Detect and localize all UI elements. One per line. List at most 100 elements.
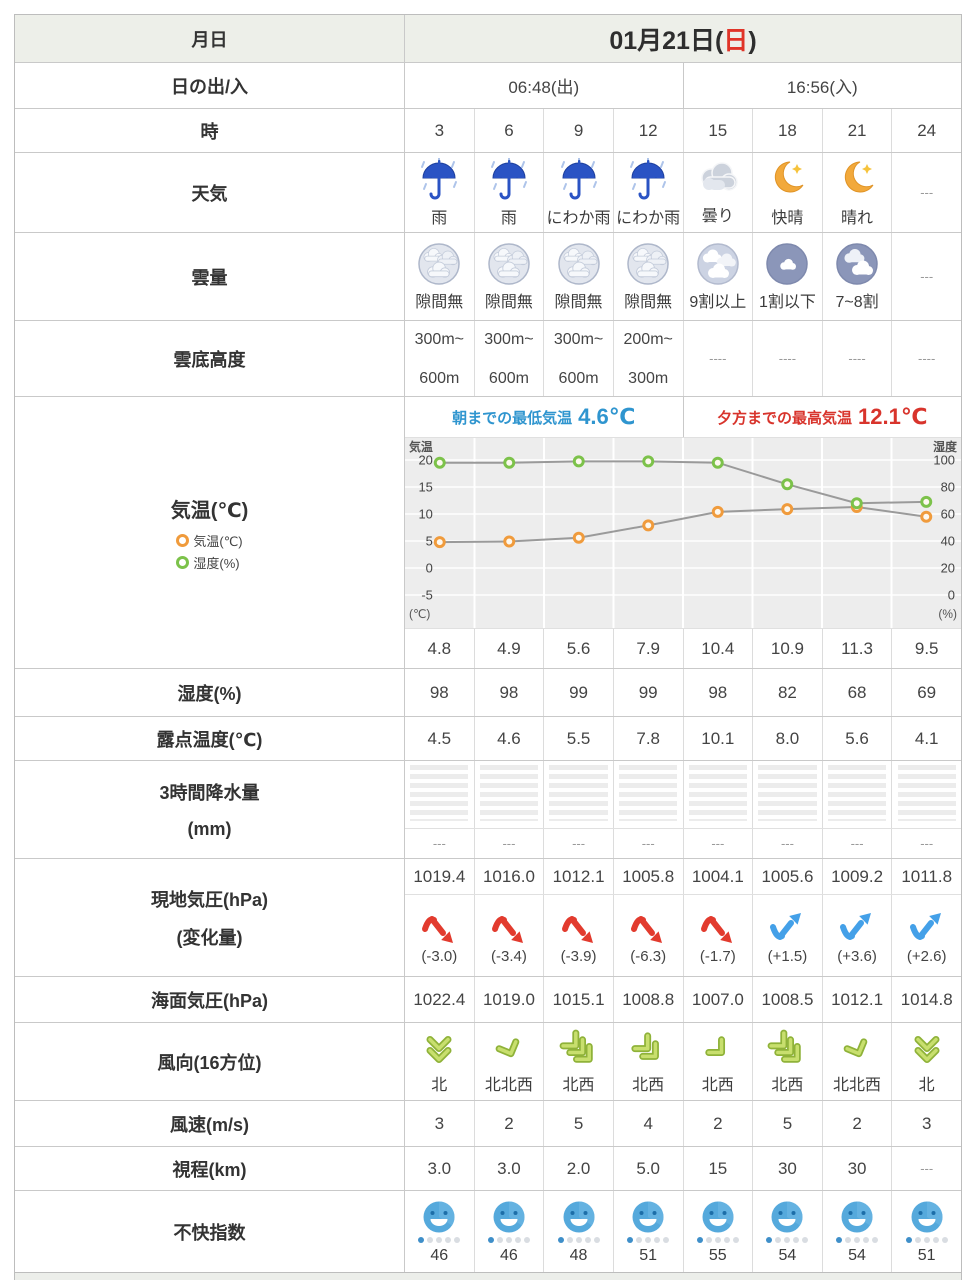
- row-wind-speed-value: 4: [643, 1113, 653, 1133]
- min-temp-label: 朝までの最低気温: [452, 409, 573, 427]
- cloud-base-from: 300m~: [484, 330, 534, 348]
- cloud-base-to: 600m: [419, 369, 460, 387]
- empty-bar-placeholder: [827, 765, 887, 821]
- cloud-cover-1-icon: [765, 242, 809, 286]
- pressure-down-icon: [696, 907, 740, 947]
- precipitation-value: ---: [432, 836, 446, 851]
- cloud-cover-78-icon: [835, 242, 879, 286]
- station-pressure-value-cell: 1019.4: [405, 859, 474, 894]
- discomfort-dot: [593, 1236, 600, 1243]
- wind-direction-text: 北北西: [484, 1076, 533, 1094]
- row-sea-level-pressure-label-text: 海面気圧(hPa): [151, 990, 268, 1011]
- row-weather-empty: ---: [920, 185, 934, 200]
- row-hour-value: 9: [573, 120, 584, 140]
- sunrise-area: 06:48(出) 16:56(入): [405, 63, 961, 108]
- row-dew-point-label-text: 露点温度(℃): [156, 729, 263, 750]
- row-dew-point: 露点温度(℃) 4.5 4.6 5.5 7.8 10.1 8.0 5.6 4.1: [15, 716, 961, 760]
- svg-text:-5: -5: [421, 587, 433, 602]
- wind-arrow-icon: [489, 1029, 529, 1069]
- row-sea-level-pressure-value: 1022.4: [413, 989, 466, 1009]
- cloud-base-empty: ----: [848, 351, 866, 366]
- row-hour-label: 時: [15, 109, 405, 152]
- row-visibility-cell: ---: [891, 1147, 961, 1190]
- row-humidity-cell: 82: [752, 669, 822, 716]
- pressure-down-icon: [417, 907, 461, 947]
- pressure-trend-cell: (-3.9): [543, 895, 613, 976]
- pressure-trend-cell: (-1.7): [682, 895, 753, 976]
- row-hour-value: 12: [638, 120, 658, 140]
- row-wind-speed-value: 2: [852, 1113, 862, 1133]
- precipitation-bar-cell: [612, 761, 683, 828]
- cloud-base-from: 300m~: [414, 330, 464, 348]
- wind-direction-text: 北西: [632, 1076, 665, 1094]
- row-sea-level-pressure-cell: 1008.5: [752, 977, 822, 1022]
- row-sea-level-pressure-cell: 1014.8: [891, 977, 961, 1022]
- sunrise-label: 日の出/入: [15, 63, 405, 108]
- discomfort-scale-dots: [627, 1236, 670, 1243]
- wind-direction-cell: 北北西: [821, 1023, 892, 1100]
- precipitation-unit: (mm): [187, 819, 232, 839]
- row-visibility-value: ---: [920, 1161, 934, 1176]
- row-visibility-label-text: 視程(km): [172, 1159, 247, 1180]
- row-wind-speed-cell: 2: [473, 1101, 544, 1146]
- discomfort-dot: [496, 1236, 503, 1243]
- row-wind-speed-value: 2: [713, 1113, 723, 1133]
- pressure-trend-cell: (+1.5): [752, 895, 822, 976]
- row-wind-speed-value: 5: [782, 1113, 793, 1133]
- discomfort-dot: [923, 1236, 930, 1243]
- cloud-base-range: 300m~ 600m: [554, 324, 603, 394]
- row-weather-cell: 曇り: [682, 153, 753, 232]
- discomfort-scale-dots: [487, 1236, 530, 1243]
- pressure-trend-cell: (-6.3): [612, 895, 683, 976]
- temperature-value-cell: 10.4: [682, 629, 753, 668]
- temperature-value: 10.4: [701, 638, 735, 658]
- pressure-change-value: (-6.3): [630, 947, 667, 965]
- row-sea-level-pressure-values: 1022.4 1019.0 1015.1 1008.8 1007.0 1008.5 1012…: [405, 977, 961, 1022]
- row-sea-level-pressure: 海面気圧(hPa) 1022.4 1019.0 1015.1 1008.8 1007.0 1…: [15, 976, 961, 1022]
- discomfort-value: 54: [848, 1246, 866, 1264]
- row-visibility-cell: 30: [752, 1147, 822, 1190]
- clear-moon-icon: [766, 158, 808, 202]
- row-hour-cell: 15: [682, 109, 753, 152]
- row-wind-speed: 風速(m/s) 3 2 5 4 2 5 2 3: [15, 1100, 961, 1146]
- precipitation-bar-cell: [473, 761, 544, 828]
- discomfort-cell: 54: [752, 1191, 822, 1272]
- row-cloud-cover-cell: 隙間無: [405, 233, 474, 320]
- row-weather-cell: 晴れ: [821, 153, 892, 232]
- row-sea-level-pressure-value: 1012.1: [831, 989, 884, 1009]
- row-humidity-values: 98 98 99 99 98 82 68 69: [405, 669, 961, 716]
- discomfort-scale-dots: [557, 1236, 600, 1243]
- precipitation-value-cell: ---: [473, 829, 544, 858]
- discomfort-face-icon: [839, 1199, 875, 1235]
- next-section-edge: [14, 1273, 962, 1280]
- station-pressure-value-cell: 1011.8: [891, 859, 961, 894]
- discomfort-dot: [523, 1236, 530, 1243]
- station-pressure-value-cell: 1009.2: [821, 859, 892, 894]
- wind-direction-label: 風向(16方位): [15, 1023, 405, 1100]
- empty-bar-placeholder: [479, 765, 539, 821]
- row-cloud-cover-text: 隙間無: [415, 293, 464, 311]
- precipitation-value-cell: ---: [891, 829, 961, 858]
- row-humidity-value: 98: [708, 682, 728, 702]
- wind-arrow-icon: [419, 1029, 459, 1069]
- precipitation-value-cell: ---: [821, 829, 892, 858]
- temperature-title: 気温(℃): [170, 499, 249, 522]
- discomfort-dot: [514, 1236, 521, 1243]
- row-cloud-cover-text: 9割以上: [689, 293, 747, 311]
- row-visibility-value: 15: [708, 1158, 728, 1178]
- row-sea-level-pressure-cell: 1019.0: [473, 977, 544, 1022]
- temperature-value-cell: 5.6: [543, 629, 613, 668]
- discomfort-dot: [863, 1236, 870, 1243]
- discomfort-dot-active: [418, 1236, 425, 1243]
- row-dew-point-value: 10.1: [701, 728, 735, 748]
- rain-umbrella-icon: [418, 157, 460, 202]
- station-pressure-value: 1004.1: [691, 866, 744, 886]
- row-hour-value: 6: [504, 120, 514, 140]
- row-visibility-value: 3.0: [497, 1158, 521, 1178]
- svg-text:気温: 気温: [409, 439, 433, 454]
- station-pressure-label-cell: 現地気圧(hPa) (変化量): [15, 859, 405, 976]
- discomfort-scale-dots: [905, 1236, 948, 1243]
- row-precipitation: 3時間降水量 (mm) --- --- --- --- --- --- --- ---: [15, 760, 961, 858]
- cloud-base-cell: 300m~ 600m: [473, 321, 544, 396]
- precipitation-right: --- --- --- --- --- --- --- ---: [405, 761, 961, 858]
